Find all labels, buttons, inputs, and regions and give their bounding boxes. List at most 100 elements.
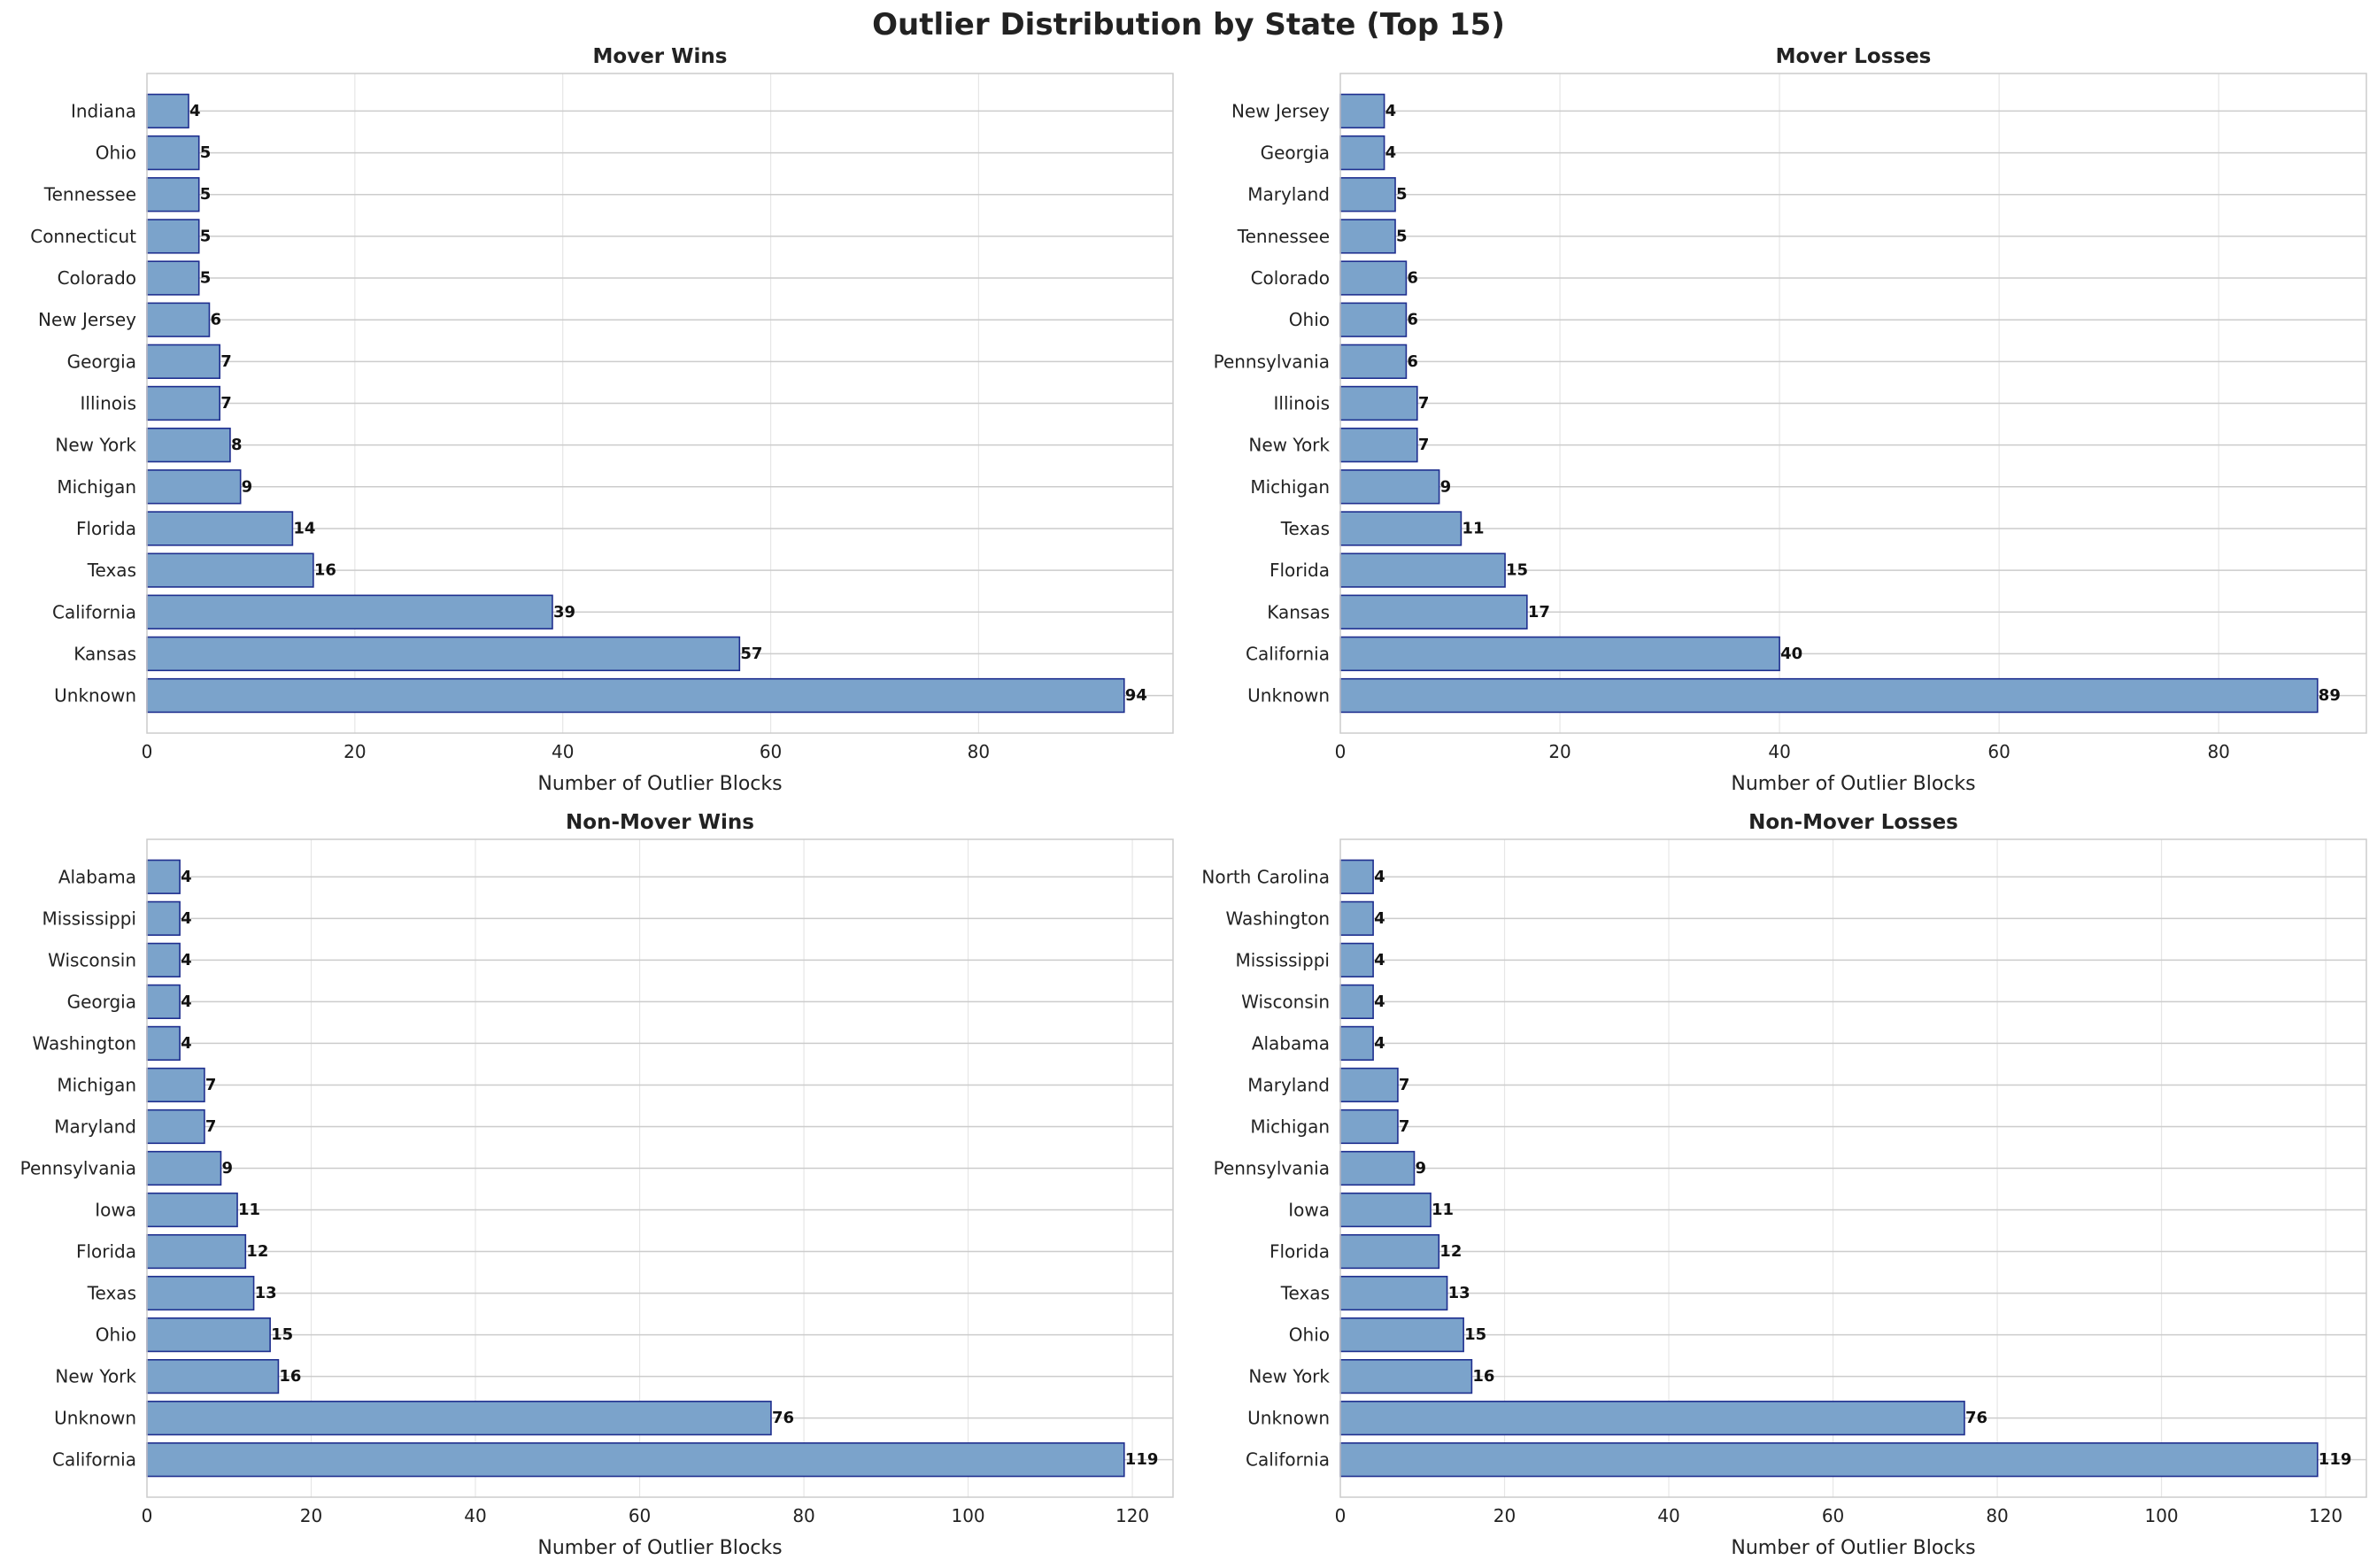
bar <box>1339 427 1418 463</box>
value-label: 57 <box>740 645 762 663</box>
x-tick-label: 20 <box>343 741 366 762</box>
category-label: Maryland <box>54 1116 136 1137</box>
value-label: 12 <box>1439 1242 1462 1261</box>
value-label: 14 <box>293 519 315 537</box>
bar <box>146 1108 205 1145</box>
value-label: 119 <box>2319 1450 2352 1469</box>
value-label: 7 <box>205 1076 217 1094</box>
value-label: 7 <box>220 352 232 371</box>
category-label: California <box>52 1449 136 1471</box>
bar <box>1339 511 1462 546</box>
value-label: 4 <box>1374 993 1385 1011</box>
category-label: Iowa <box>95 1200 136 1221</box>
value-label: 5 <box>200 185 212 204</box>
category-label: Georgia <box>67 351 136 372</box>
category-label: Michigan <box>1250 476 1330 498</box>
value-label: 4 <box>1374 868 1385 886</box>
bar <box>1339 260 1408 296</box>
bar <box>146 859 181 894</box>
category-label: California <box>1246 643 1330 664</box>
category-label: Texas <box>1280 518 1330 539</box>
value-label: 7 <box>220 394 232 413</box>
bar <box>1339 385 1418 421</box>
value-label: 9 <box>1415 1159 1426 1178</box>
bar <box>146 594 553 630</box>
axes-frame <box>1339 838 2367 1498</box>
bar <box>1339 219 1396 254</box>
x-tick-label: 20 <box>300 1505 322 1526</box>
category-label: North Carolina <box>1201 866 1330 887</box>
bar <box>1339 1442 2319 1478</box>
value-label: 16 <box>314 561 336 580</box>
category-label: Tennessee <box>1237 226 1330 247</box>
value-label: 5 <box>200 269 212 288</box>
bar <box>146 1401 772 1436</box>
category-label: Georgia <box>1261 143 1330 164</box>
value-label: 7 <box>1418 436 1430 454</box>
category-label: Colorado <box>58 267 136 289</box>
value-label: 15 <box>1506 561 1528 580</box>
x-tick-label: 100 <box>2144 1505 2178 1526</box>
bar <box>1339 344 1408 380</box>
axes-frame <box>146 73 1174 734</box>
bar <box>146 219 200 254</box>
category-label: Connecticut <box>30 226 136 247</box>
bar <box>1339 677 2319 714</box>
category-label: Unknown <box>1247 685 1330 707</box>
bar <box>1339 1192 1432 1228</box>
x-tick-label: 0 <box>1335 1505 1347 1526</box>
value-label: 5 <box>1396 185 1408 204</box>
x-tick-label: 80 <box>2207 741 2229 762</box>
value-label: 9 <box>1440 477 1452 496</box>
category-label: New Jersey <box>38 309 136 330</box>
category-label: Tennessee <box>43 184 136 205</box>
value-label: 4 <box>1385 102 1397 120</box>
bar <box>1339 594 1528 630</box>
value-label: 4 <box>1374 909 1385 928</box>
x-tick-label: 60 <box>1822 1505 1844 1526</box>
bar <box>146 1275 255 1311</box>
value-label: 6 <box>210 311 221 329</box>
panel-title: Mover Losses <box>1776 45 1932 68</box>
category-label: Washington <box>1225 908 1330 929</box>
value-label: 8 <box>231 436 243 454</box>
bar <box>146 1067 205 1103</box>
x-tick-label: 40 <box>1657 1505 1679 1526</box>
category-label: Ohio <box>96 1325 136 1346</box>
x-axis-label: Number of Outlier Blocks <box>1731 773 1975 795</box>
value-label: 4 <box>181 993 192 1011</box>
x-tick-label: 80 <box>968 741 990 762</box>
bar <box>146 344 220 380</box>
value-label: 94 <box>1125 686 1147 705</box>
category-label: Unknown <box>54 1408 136 1429</box>
bar <box>146 260 200 296</box>
category-label: Mississippi <box>42 908 136 929</box>
bar <box>146 942 181 977</box>
value-label: 4 <box>1374 951 1385 969</box>
axes-frame <box>1339 73 2367 734</box>
bar <box>1339 302 1408 337</box>
category-label: New York <box>55 1366 136 1387</box>
category-label: Illinois <box>81 393 136 414</box>
bar <box>1339 900 1374 936</box>
x-tick-label: 60 <box>1987 741 2010 762</box>
category-label: Ohio <box>96 143 136 164</box>
panel-title: Non-Mover Losses <box>1748 811 1958 834</box>
bar <box>1339 177 1396 212</box>
value-label: 13 <box>1448 1284 1470 1302</box>
category-label: Texas <box>87 560 136 581</box>
bar <box>1339 1067 1399 1103</box>
category-label: Illinois <box>1274 393 1330 414</box>
x-tick-label: 0 <box>142 741 153 762</box>
bar <box>1339 1359 1473 1394</box>
value-label: 7 <box>1418 394 1430 413</box>
figure-title: Outlier Distribution by State (Top 15) <box>872 7 1505 42</box>
category-label: Kansas <box>1267 601 1330 622</box>
x-tick-label: 60 <box>760 741 782 762</box>
value-label: 9 <box>242 477 253 496</box>
x-tick-label: 0 <box>1335 741 1347 762</box>
axes-frame <box>146 838 1174 1498</box>
value-label: 7 <box>205 1117 217 1136</box>
category-label: New York <box>1248 435 1330 456</box>
